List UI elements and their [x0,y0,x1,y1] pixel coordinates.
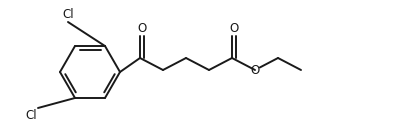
Text: Cl: Cl [26,109,37,122]
Text: Cl: Cl [62,8,74,21]
Text: O: O [137,22,146,35]
Text: O: O [251,64,260,76]
Text: O: O [229,22,238,35]
